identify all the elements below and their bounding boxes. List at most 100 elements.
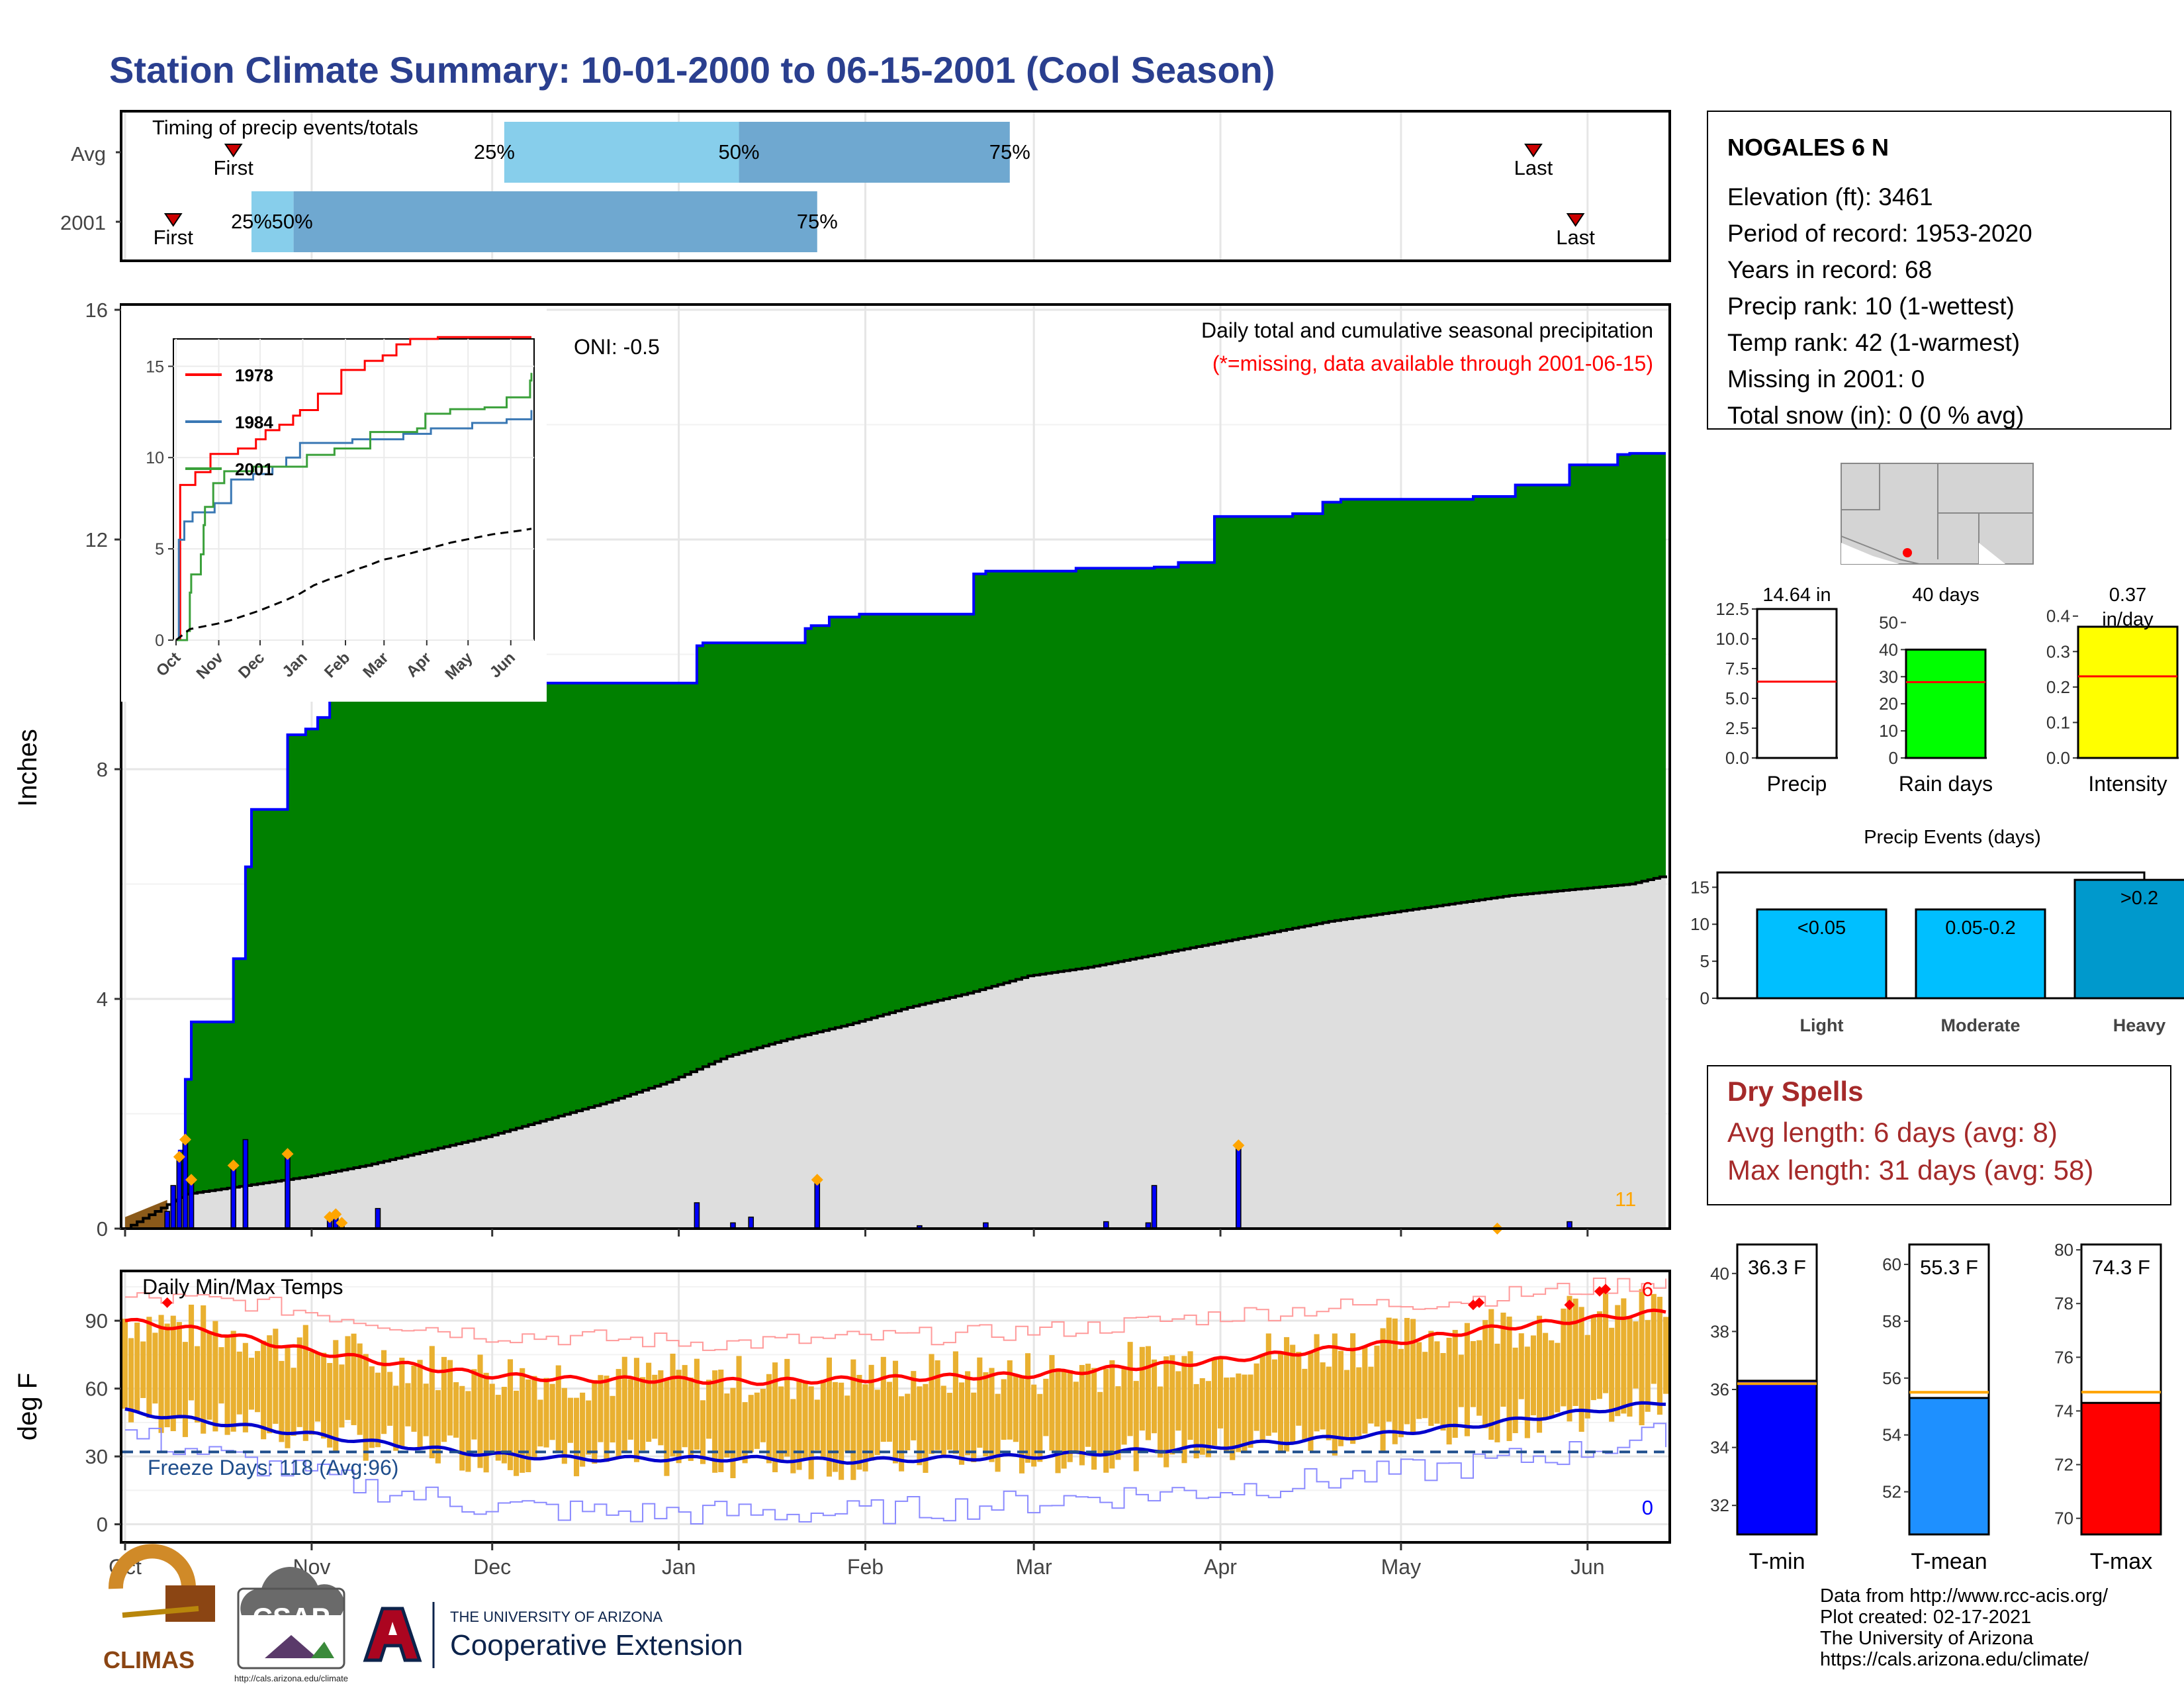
- daily-temp-bar: [946, 1393, 952, 1450]
- daily-temp-bar: [1500, 1312, 1506, 1407]
- temp-ytick-label: 0: [97, 1513, 108, 1536]
- daily-temp-bar: [242, 1342, 248, 1432]
- daily-temp-bar: [1097, 1391, 1103, 1454]
- timing-row-year-label: 2001: [60, 211, 106, 234]
- csap-logo[interactable]: CSAP http://cals.arizona.edu/climate: [234, 1567, 348, 1683]
- hot-count-label: 6: [1642, 1278, 1653, 1301]
- mini-bar-value-label-2: in/day: [2102, 609, 2154, 630]
- daily-precip-bar: [285, 1153, 291, 1229]
- inset-legend: 1978 1984 2001: [185, 365, 273, 479]
- year-last-marker: [1566, 213, 1585, 227]
- daily-temp-bar: [314, 1352, 321, 1422]
- temp-xtick-label: Apr: [1204, 1555, 1237, 1579]
- temp-summary-value-label: 55.3 F: [1920, 1256, 1978, 1279]
- ua-logo[interactable]: THE UNIVERSITY OF ARIZONA Cooperative Ex…: [363, 1602, 743, 1668]
- daily-precip-bar: [814, 1179, 821, 1229]
- daily-temp-bar: [1145, 1346, 1151, 1440]
- daily-temp-bar: [122, 1319, 128, 1409]
- daily-temp-bar: [453, 1382, 459, 1438]
- daily-temp-bar: [790, 1399, 796, 1474]
- daily-temp-bar: [802, 1383, 808, 1460]
- daily-temp-bar: [1326, 1366, 1332, 1440]
- temp-xtick-label: May: [1381, 1555, 1421, 1579]
- inset-ytick-label: 10: [146, 449, 164, 467]
- station-period: Period of record: 1953-2020: [1727, 220, 2032, 247]
- daily-temp-bar: [892, 1360, 899, 1464]
- daily-temp-bar: [158, 1315, 164, 1433]
- daily-temp-bar: [839, 1382, 844, 1480]
- missing-marker: [330, 1208, 342, 1221]
- dry-spells-max: Max length: 31 days (avg: 58): [1727, 1154, 2093, 1186]
- temp-xtick-label: Jun: [1570, 1555, 1605, 1579]
- daily-temp-bar: [224, 1335, 230, 1435]
- daily-temp-bar: [1284, 1336, 1290, 1452]
- timing-panel: Timing of precip events/totals Avg 2001 …: [60, 110, 1671, 262]
- daily-temp-bar: [1025, 1353, 1031, 1463]
- csap-logo-text: CSAP: [253, 1602, 330, 1633]
- daily-temp-bar: [772, 1362, 778, 1473]
- daily-temp-bar: [1230, 1377, 1236, 1460]
- daily-temp-bar: [826, 1357, 833, 1477]
- daily-temp-bar: [1530, 1335, 1536, 1416]
- daily-temp-bar: [459, 1385, 465, 1471]
- station-snow: Total snow (in): 0 (0 % avg): [1727, 402, 2024, 429]
- daily-temp-bar: [1073, 1382, 1079, 1454]
- daily-temp-bar: [1633, 1321, 1639, 1389]
- daily-temp-bar: [688, 1377, 694, 1462]
- climas-logo-text: CLIMAS: [103, 1646, 195, 1673]
- inset-series-2001: [176, 373, 533, 641]
- daily-temp-bar: [1265, 1333, 1271, 1436]
- daily-temp-bar: [1404, 1317, 1410, 1425]
- daily-temp-bar: [188, 1304, 195, 1401]
- legend-1978: 1978: [235, 365, 273, 385]
- locator-map: [1841, 463, 2034, 565]
- daily-temp-bar: [514, 1390, 520, 1476]
- daily-temp-bar: [531, 1376, 537, 1460]
- mini-bar-ytick-label: 30: [1879, 667, 1898, 686]
- daily-temp-bar: [929, 1354, 934, 1454]
- daily-temp-bar: [308, 1351, 314, 1435]
- daily-temp-bar: [977, 1357, 983, 1448]
- avg-last-label: Last: [1514, 156, 1553, 179]
- daily-temp-bar: [627, 1379, 633, 1440]
- missing-markers: [173, 1133, 1504, 1235]
- year-timing-bar-25-50: [251, 191, 294, 252]
- daily-temp-bar: [1356, 1367, 1362, 1436]
- record-high-marker: [1600, 1284, 1612, 1295]
- daily-temp-bar: [363, 1354, 369, 1461]
- daily-temp-bar: [549, 1383, 555, 1440]
- events-bar-label: 0.05-0.2: [1945, 917, 2015, 939]
- daily-temp-bar: [471, 1369, 477, 1440]
- missing-marker: [185, 1174, 198, 1186]
- mini-bar-intensity: 0.0 0.1 0.2 0.3 0.4 0.37 in/day Intensity: [2046, 585, 2179, 796]
- missing-marker: [227, 1159, 240, 1172]
- daily-precip-bar: [170, 1185, 177, 1229]
- daily-temp-bar: [261, 1340, 267, 1440]
- daily-precip-bar: [188, 1179, 195, 1229]
- station-location-dot: [1903, 548, 1912, 557]
- daily-temp-bar: [267, 1335, 273, 1434]
- daily-temp-bar: [1477, 1340, 1482, 1416]
- missing-marker: [811, 1174, 823, 1186]
- daily-temp-bar: [1151, 1359, 1158, 1434]
- daily-temp-bar: [1639, 1289, 1645, 1426]
- avg-max-line: [124, 1308, 1666, 1386]
- temp-summary-bar: [1908, 1397, 1990, 1536]
- mini-bar-ytick-label: 5.0: [1725, 688, 1749, 708]
- dry-spells-title: Dry Spells: [1727, 1076, 1863, 1107]
- daily-temp-bar: [1115, 1386, 1121, 1460]
- daily-temp-bar: [850, 1359, 856, 1480]
- daily-temp-bar: [543, 1378, 549, 1448]
- temp-ylabel: deg F: [13, 1373, 42, 1440]
- daily-temp-bar: [983, 1372, 989, 1457]
- daily-temp-bar: [958, 1382, 965, 1465]
- daily-temp-bar: [1067, 1370, 1073, 1462]
- climas-logo[interactable]: CLIMAS: [103, 1544, 215, 1673]
- daily-temp-bar: [1452, 1330, 1458, 1438]
- daily-temp-bar: [1091, 1368, 1097, 1470]
- mini-bar-ytick-label: 0.1: [2046, 712, 2070, 732]
- daily-temp-bar: [134, 1322, 140, 1413]
- missing-count-label: 11: [1615, 1188, 1636, 1211]
